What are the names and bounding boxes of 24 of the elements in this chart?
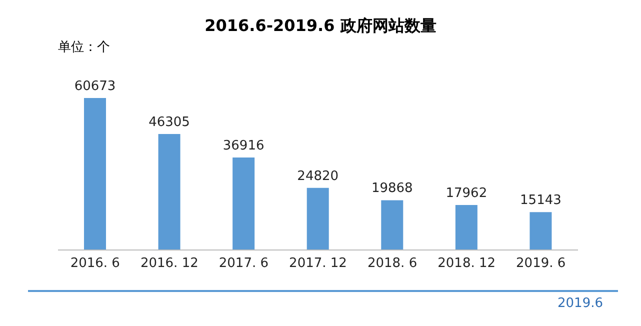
- x-tick-label: 2016. 6: [70, 256, 120, 272]
- data-label: 36916: [222, 138, 264, 154]
- data-label: 60673: [74, 79, 116, 94]
- text: 2019.6: [558, 296, 603, 311]
- bar: [158, 134, 180, 250]
- bar: [84, 98, 106, 250]
- x-tick-label: 2018. 6: [367, 256, 418, 272]
- x-tick-label: 2018. 12: [438, 256, 496, 272]
- x-tick-label: 2017. 6: [218, 256, 269, 272]
- bar: [530, 212, 552, 250]
- data-label: 46305: [148, 114, 190, 130]
- chart-subtitle: 单位：个: [58, 39, 110, 56]
- bar: [232, 158, 255, 250]
- x-tick-label: 2016. 12: [140, 256, 198, 272]
- data-label: 17962: [446, 186, 488, 201]
- x-tick-label: 2017. 12: [289, 256, 347, 272]
- chart-title: 2016.6-2019.6 政府网站数量: [204, 16, 438, 37]
- bar: [455, 205, 478, 250]
- x-tick-label: 2019. 6: [516, 256, 566, 272]
- data-label: 19868: [371, 181, 413, 196]
- data-label: 15143: [520, 193, 562, 208]
- bar: [306, 188, 329, 250]
- bar: [381, 200, 404, 250]
- data-label: 24820: [297, 168, 339, 184]
